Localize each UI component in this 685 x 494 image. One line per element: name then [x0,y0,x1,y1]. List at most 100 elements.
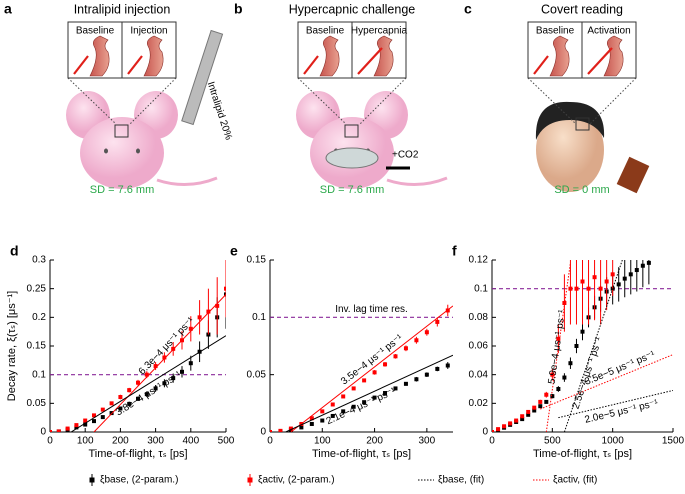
legend-label: ξbase, (2-param.) [100,475,178,486]
x-tick-label: 100 [314,436,331,447]
hair [535,101,605,140]
zoom-line [359,77,407,125]
inset-label: Hypercapnia [351,26,408,37]
data-point [526,412,531,417]
syringe-label: Intralipid 20% [205,80,234,141]
fit-label: 2.0e−5 μs⁻¹ ps⁻¹ [584,398,660,426]
data-point [568,286,573,291]
data-point [136,380,140,385]
data-point [580,279,585,284]
data-point [92,419,96,424]
y-tick-label: 0 [482,427,488,438]
x-tick-label: 200 [112,436,129,447]
data-point [508,421,513,426]
data-point [309,421,314,426]
flow-arrow [127,55,143,75]
data-point [320,409,325,414]
data-point [580,329,585,334]
y-tick-label: 0.1 [474,283,488,294]
data-point [562,375,567,380]
flow-arrow [533,55,549,75]
illustrations: a Intralipid injection Baseline Injection In… [4,1,650,196]
y-tick-label: 0.05 [27,398,47,409]
data-point [362,400,367,405]
x-tick-label: 100 [77,436,94,447]
data-point [424,372,429,377]
flow-arrow [587,47,613,75]
data-point [341,394,346,399]
data-point [144,392,149,397]
data-point [622,276,627,281]
fit-line [563,260,623,432]
x-axis-label: Time-of-flight, τₛ [ps] [312,448,411,460]
data-point [118,406,123,411]
panel-letter: c [464,1,472,17]
data-point [188,361,193,366]
zoom-line [589,77,637,125]
y-tick-label: 0 [40,427,46,438]
data-point [520,417,525,422]
y-tick-label: 0.3 [32,255,46,266]
flow-arrow [73,55,89,75]
x-tick-label: 500 [544,436,561,447]
mouse-eye [136,148,140,154]
data-point [56,429,61,432]
data-point [502,424,507,429]
probe-area [344,124,359,138]
data-point [544,399,549,404]
data-point [532,408,537,413]
fit-line [545,262,571,432]
data-point [288,426,293,431]
fit-label: 3.5e−4 μs⁻¹ ps⁻¹ [339,332,405,387]
inset-label: Activation [587,26,630,37]
data-point [556,387,561,391]
data-point [435,366,440,371]
y-axis-label: Decay rate, ξ(τₛ) [μs⁻¹] [6,291,18,401]
data-point [320,418,325,423]
legend-swatch [89,477,95,483]
sd-label: SD = 7.6 mm [90,184,155,196]
data-point [50,430,52,432]
x-tick-label: 400 [182,436,199,447]
zoom-line [297,77,347,125]
inset-label: Baseline [536,26,575,37]
panel: c Covert reading Baseline Activation SD = 0 … [464,1,650,196]
data-point [270,430,272,432]
mouse-tail [156,176,218,186]
data-point [592,275,597,280]
x-tick-label: 500 [218,436,235,447]
legend-swatch [247,477,253,483]
data-point [634,268,639,273]
legend: ξbase, (2-param.) ξactiv, (2-param.) ξbase… [89,474,597,486]
plot [492,260,673,432]
mouse-eye [104,148,108,154]
data-point [586,286,591,291]
data-point [153,364,158,369]
mouse-tail [386,176,448,186]
data-point [496,427,501,432]
y-tick-label: 0 [260,427,266,438]
legend-label: ξactiv, (2-param.) [258,475,335,486]
legend-label: ξbase, (fit) [438,475,484,486]
data-point [568,361,573,366]
book [616,156,650,194]
data-point [206,309,211,314]
y-tick-label: 0.15 [247,255,267,266]
data-point [136,396,140,401]
data-point [188,326,193,331]
data-point [414,377,419,382]
y-tick-label: 0.1 [252,312,266,323]
fit-line [70,335,226,432]
data-point [109,401,114,406]
mouse-body [80,117,164,189]
y-tick-label: 0.15 [27,341,47,352]
data-point [492,430,494,432]
zoom-line [527,77,577,125]
data-point [393,354,398,359]
data-point [330,402,335,407]
data-point [435,319,440,324]
inset-label: Baseline [76,26,115,37]
data-point [100,407,105,412]
data-point [278,428,283,432]
